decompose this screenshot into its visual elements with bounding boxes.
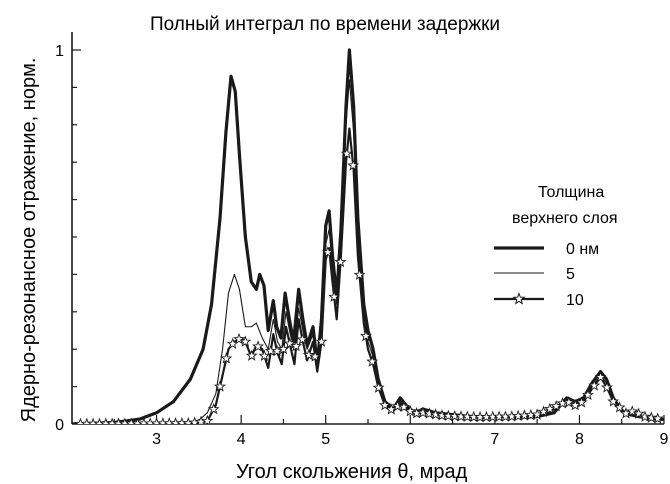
star-marker xyxy=(359,329,372,342)
legend-star-marker xyxy=(512,292,526,305)
series-layer xyxy=(72,48,664,424)
star-marker xyxy=(353,268,366,281)
x-tick-label: 4 xyxy=(237,431,246,448)
star-marker xyxy=(201,414,214,424)
x-tick-label: 9 xyxy=(660,431,669,448)
axes: 3 4 5 6 7 8 9 0 1 xyxy=(55,32,669,448)
star-marker xyxy=(417,406,429,418)
series-line-3 xyxy=(72,127,664,424)
star-marker xyxy=(372,381,385,393)
x-tick-label: 3 xyxy=(152,431,161,448)
star-marker xyxy=(328,290,341,302)
star-marker xyxy=(290,339,303,352)
y-axis-label: Ядерно-резонансное отражение, норм. xyxy=(18,58,40,423)
legend-label-2: 5 xyxy=(566,266,575,283)
chart-title: Полный интеграл по времени задержки xyxy=(150,14,500,35)
star-marker xyxy=(651,412,664,424)
star-marker xyxy=(302,348,315,361)
star-marker xyxy=(309,350,322,362)
star-marker xyxy=(543,402,556,415)
star-marker xyxy=(233,332,245,345)
legend-label-3: 10 xyxy=(566,292,584,309)
x-tick-label: 8 xyxy=(575,431,584,448)
star-marker xyxy=(252,340,265,352)
star-marker xyxy=(315,335,328,347)
star-marker xyxy=(613,401,626,413)
legend-title-line2: верхнего слоя xyxy=(512,210,618,227)
star-marker xyxy=(391,399,404,412)
star-marker xyxy=(632,407,645,419)
star-marker xyxy=(347,159,360,171)
star-marker xyxy=(321,246,334,258)
star-marker xyxy=(562,396,575,408)
star-marker xyxy=(214,380,226,392)
star-marker xyxy=(645,411,658,423)
x-tick-label: 7 xyxy=(490,431,499,448)
star-marker xyxy=(588,379,601,391)
star-marker xyxy=(207,402,220,415)
star-marker xyxy=(239,335,252,347)
series-line-1 xyxy=(72,48,664,424)
x-tick-label: 6 xyxy=(406,431,415,448)
star-marker xyxy=(385,403,398,415)
star-marker xyxy=(220,352,233,364)
legend-label-1: 0 нм xyxy=(566,241,599,258)
star-marker xyxy=(283,337,296,349)
star-marker xyxy=(397,400,410,413)
star-marker xyxy=(626,405,639,417)
star-marker xyxy=(404,404,417,417)
star-marker xyxy=(296,333,309,345)
x-axis-label: Угол скольжения θ, мрад xyxy=(236,461,468,483)
legend: Толщина верхнего слоя 0 нм 5 10 xyxy=(494,184,618,309)
star-marker xyxy=(594,370,607,383)
star-marker xyxy=(245,349,258,361)
star-marker xyxy=(423,407,436,419)
star-marker xyxy=(639,410,651,422)
x-tick-label: 5 xyxy=(321,431,330,448)
star-marker xyxy=(550,399,563,412)
star-marker xyxy=(378,399,391,411)
star-marker xyxy=(581,388,594,401)
star-marker xyxy=(575,396,588,408)
star-marker xyxy=(366,355,379,367)
legend-title-line1: Толщина xyxy=(538,184,604,201)
star-marker xyxy=(537,405,550,417)
y-tick-label: 1 xyxy=(55,43,64,60)
star-marker xyxy=(569,399,582,411)
star-marker xyxy=(340,147,353,159)
star-marker xyxy=(531,408,544,420)
star-marker xyxy=(600,381,613,393)
star-marker xyxy=(607,395,620,407)
y-tick-label: 0 xyxy=(55,417,64,434)
star-marker xyxy=(334,255,347,268)
star-marker xyxy=(429,408,442,420)
